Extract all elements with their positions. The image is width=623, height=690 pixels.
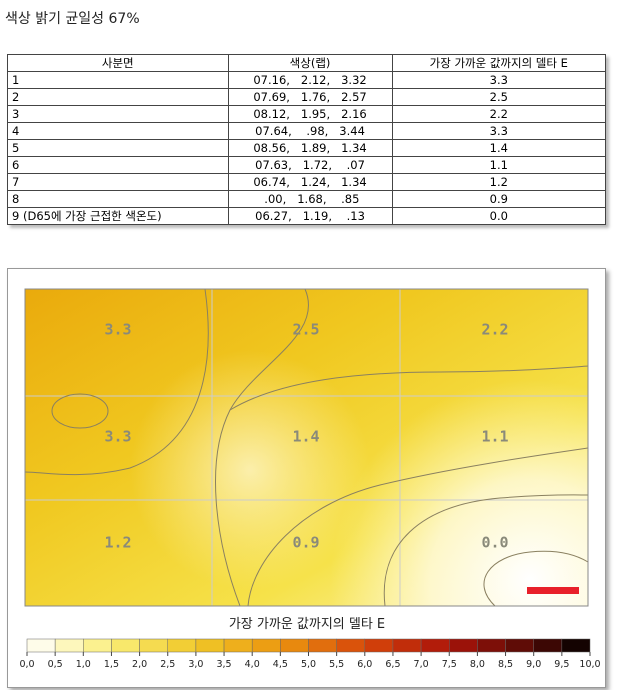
contour (229, 365, 589, 411)
legend-tick-label: 5,0 (301, 659, 316, 670)
delta-table: 사분면 색상(랩) 가장 가까운 값까지의 델타 E 1 07.16, 2.12, 3… (7, 54, 607, 225)
table-row: 6 07.63, 1.72, .07 1.1 (7, 156, 607, 174)
legend-swatch (449, 638, 478, 653)
legend-tick-label: 3,0 (188, 659, 203, 670)
table-row: 5 08.56, 1.89, 1.34 1.4 (7, 139, 607, 157)
legend-tick-label: 4,5 (273, 659, 288, 670)
cell-value: 1.4 (292, 428, 319, 446)
cell-value: 0.0 (481, 534, 508, 552)
cell-value: 1.2 (104, 534, 131, 552)
legend-swatch (26, 638, 56, 653)
cell-value: 2.2 (481, 321, 508, 339)
legend-tick-label: 7,5 (442, 659, 457, 670)
legend-bar: 0,0 0,5 1,0 1,5 2,0 2,5 3,0 3,5 4,0 4,5 5,0 5,5 6,0 6… (19, 638, 601, 670)
contour (247, 447, 589, 607)
legend-tick-label: 7,0 (414, 659, 429, 670)
map-highlight (25, 289, 588, 606)
contours (24, 288, 589, 607)
legend-swatch (195, 638, 225, 653)
page-title: 색상 밝기 균일성 67% (5, 11, 140, 27)
legend-tick-label: 0,0 (19, 659, 34, 670)
legend-swatch (477, 638, 506, 653)
legend-swatch (364, 638, 394, 653)
legend-swatch (533, 638, 563, 653)
legend-swatch (251, 638, 281, 653)
legend-tick-label: 0,5 (48, 659, 63, 670)
column-header: 가장 가까운 값까지의 델타 E (391, 54, 607, 72)
legend-tick-label: 3,5 (216, 659, 231, 670)
legend-tick-label: 8,5 (498, 659, 513, 670)
legend-tick-label: 5,5 (329, 659, 344, 670)
cell-value: 0.9 (292, 534, 319, 552)
legend-tick-label: 2,0 (132, 659, 147, 670)
legend-swatch (308, 638, 337, 653)
legend-swatch (420, 638, 450, 653)
legend-tick-label: 1,0 (76, 659, 91, 670)
map-border (24, 288, 589, 607)
cell-value: 3.3 (104, 428, 131, 446)
table-body: 1 07.16, 2.12, 3.32 3.3 2 07.69, 1.76, 2.57 2… (7, 71, 607, 225)
legend-swatch (83, 638, 112, 653)
legend-tick-label: 8,0 (470, 659, 485, 670)
legend-swatch (223, 638, 253, 653)
header-row: 사분면 색상(랩) 가장 가까운 값까지의 델타 E (7, 54, 607, 72)
legend-swatch (167, 638, 197, 653)
table-cell: 08.56, 1.89, 1.34 (227, 139, 393, 157)
map-grid (25, 289, 588, 606)
table-cell: 06.27, 1.19, .13 (227, 207, 393, 225)
legend-swatch (336, 638, 366, 653)
column-header: 색상(랩) (227, 54, 393, 72)
legend-swatch (139, 638, 169, 653)
legend-swatch (54, 638, 84, 653)
legend-tick-label: 1,5 (104, 659, 119, 670)
table-row: 3 08.12, 1.95, 2.16 2.2 (7, 105, 607, 123)
legend-tick-label: 9,0 (526, 659, 541, 670)
contour (24, 288, 209, 476)
contour (383, 494, 589, 607)
marker-bar (527, 587, 579, 594)
table-cell: 08.12, 1.95, 2.16 (227, 105, 393, 123)
cell-labels: 3.3 2.5 2.2 3.3 1.4 1.1 1.2 0.9 0.0 (104, 321, 508, 552)
contour (51, 393, 109, 429)
cell-value: 3.3 (104, 321, 131, 339)
table-cell: 0.0 (391, 207, 607, 225)
table-cell: 07.63, 1.72, .07 (227, 156, 393, 174)
legend-title: 가장 가까운 값까지의 델타 E (229, 617, 385, 632)
legend-tick-label: 6,0 (357, 659, 372, 670)
table-row: 9 (D65에 가장 근접한 색온도) 06.27, 1.19, .13 0.0 (7, 207, 607, 225)
legend-tick-label: 4,0 (245, 659, 260, 670)
legend-swatch (561, 638, 591, 653)
table-cell: 9 (D65에 가장 근접한 색온도) (7, 207, 229, 225)
legend-swatch (111, 638, 140, 653)
legend-tick-label: 9,5 (554, 659, 569, 670)
cell-value: 1.1 (481, 428, 508, 446)
legend-tick-label: 6,5 (385, 659, 400, 670)
table-cell: 07.16, 2.12, 3.32 (227, 71, 393, 89)
cell-value: 2.5 (292, 321, 319, 339)
table-row: 4 07.64, .98, 3.44 3.3 (7, 122, 607, 140)
legend-tick-label: 10,0 (579, 659, 600, 670)
table-cell: .00, 1.68, .85 (227, 190, 393, 208)
legend-tick-label: 2,5 (160, 659, 175, 670)
contour (215, 288, 309, 607)
legend-swatch (392, 638, 422, 653)
legend-swatch (505, 638, 534, 653)
contour (483, 550, 589, 607)
legend-swatch (280, 638, 309, 653)
